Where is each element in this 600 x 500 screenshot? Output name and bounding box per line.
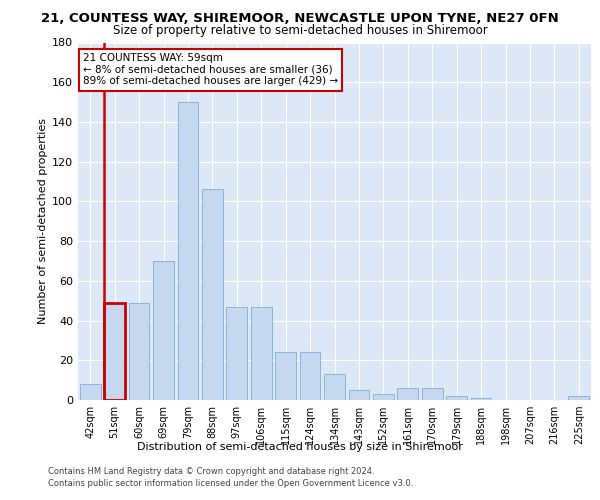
Bar (226, 306, 247, 400)
Bar (373, 394, 394, 400)
Text: 21 COUNTESS WAY: 59sqm
← 8% of semi-detached houses are smaller (36)
89% of semi: 21 COUNTESS WAY: 59sqm ← 8% of semi-deta… (83, 53, 338, 86)
Text: Contains public sector information licensed under the Open Government Licence v3: Contains public sector information licen… (48, 478, 413, 488)
Bar (299, 352, 320, 400)
Bar (470, 398, 491, 400)
Bar (324, 374, 345, 400)
Text: 21, COUNTESS WAY, SHIREMOOR, NEWCASTLE UPON TYNE, NE27 0FN: 21, COUNTESS WAY, SHIREMOOR, NEWCASTLE U… (41, 12, 559, 26)
Bar (568, 396, 589, 400)
Bar (178, 102, 199, 400)
Bar (153, 261, 174, 400)
Text: Distribution of semi-detached houses by size in Shiremoor: Distribution of semi-detached houses by … (137, 442, 463, 452)
Bar (446, 396, 467, 400)
Text: Size of property relative to semi-detached houses in Shiremoor: Size of property relative to semi-detach… (113, 24, 487, 37)
Bar (275, 352, 296, 400)
Bar (349, 390, 370, 400)
Bar (128, 302, 149, 400)
Text: Contains HM Land Registry data © Crown copyright and database right 2024.: Contains HM Land Registry data © Crown c… (48, 468, 374, 476)
Bar (104, 302, 125, 400)
Bar (80, 384, 101, 400)
Bar (397, 388, 418, 400)
Bar (422, 388, 443, 400)
Bar (202, 190, 223, 400)
Y-axis label: Number of semi-detached properties: Number of semi-detached properties (38, 118, 48, 324)
Bar (251, 306, 272, 400)
